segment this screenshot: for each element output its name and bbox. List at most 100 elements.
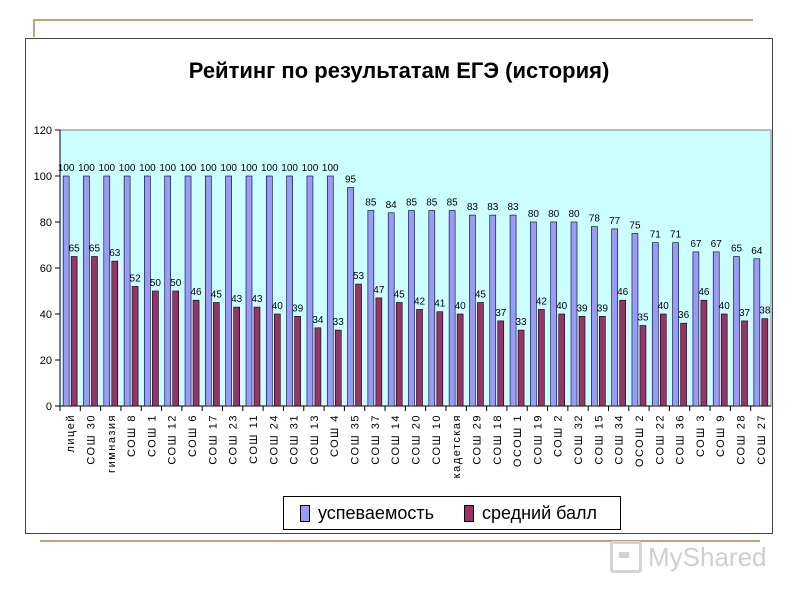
data-label-series-1: 77	[609, 216, 621, 227]
data-label-series-1: 95	[345, 175, 357, 186]
data-label-series-1: 65	[731, 244, 743, 255]
x-tick-label: СОШ 27	[756, 414, 768, 465]
y-tick-label: 20	[40, 355, 52, 367]
data-label-series-2: 38	[759, 306, 771, 317]
data-label-series-2: 65	[69, 244, 81, 255]
bar-series-1	[347, 187, 354, 407]
bar-series-1	[387, 212, 395, 407]
bar-series-2	[619, 299, 626, 407]
bar-series-2	[436, 311, 444, 407]
data-label-series-2: 40	[719, 301, 731, 312]
x-tick-label: СОШ 34	[614, 414, 626, 465]
x-tick-label: СОШ 30	[85, 414, 97, 465]
data-label-series-1: 100	[98, 163, 115, 174]
x-tick-label: СОШ 18	[492, 414, 504, 465]
legend-swatch-series-1	[300, 504, 310, 522]
bar-series-1	[672, 242, 679, 407]
x-tick-label: СОШ 23	[228, 414, 240, 465]
bar-series-2	[741, 320, 748, 407]
bar-series-1	[631, 233, 639, 407]
data-label-series-1: 100	[58, 163, 75, 174]
data-label-series-2: 39	[292, 303, 304, 314]
data-label-series-2: 34	[312, 315, 324, 326]
bar-series-1	[123, 175, 131, 407]
bar-series-1	[306, 175, 314, 407]
data-label-series-1: 71	[670, 230, 682, 241]
bar-series-1	[448, 210, 456, 407]
data-label-series-2: 43	[231, 294, 243, 305]
x-tick-label: СОШ 9	[715, 414, 727, 457]
bar-series-1	[733, 256, 740, 407]
bar-series-2	[314, 327, 322, 407]
x-tick-label: гимназия	[106, 414, 118, 473]
data-label-series-1: 100	[139, 163, 156, 174]
bar-series-2	[517, 329, 525, 407]
data-label-series-2: 40	[556, 301, 568, 312]
bar-series-2	[355, 283, 362, 407]
data-label-series-1: 80	[548, 209, 560, 220]
slide-left-rule	[33, 19, 35, 37]
y-tick-label: 100	[34, 171, 52, 183]
bar-series-1	[408, 210, 415, 407]
watermark-text: MyShared	[648, 541, 767, 572]
data-label-series-1: 100	[200, 163, 217, 174]
x-tick-label: СОШ 2	[553, 414, 565, 457]
slide-bottom-rule	[40, 540, 760, 542]
x-tick-label: СОШ 12	[167, 414, 179, 465]
data-label-series-2: 53	[353, 271, 365, 282]
bar-series-2	[416, 309, 423, 407]
data-label-series-2: 42	[414, 296, 426, 307]
data-label-series-1: 85	[365, 198, 377, 209]
legend-item-series-2: средний балл	[463, 503, 597, 524]
x-tick-label: СОШ 36	[675, 414, 687, 465]
data-label-series-1: 80	[568, 209, 580, 220]
x-tick-label: СОШ 17	[207, 414, 219, 465]
data-label-series-1: 100	[241, 163, 258, 174]
x-tick-label: СОШ 37	[370, 414, 382, 465]
data-label-series-2: 50	[170, 278, 182, 289]
data-label-series-2: 65	[89, 244, 101, 255]
bar-series-2	[70, 256, 78, 407]
data-label-series-1: 67	[690, 239, 702, 250]
bar-series-1	[286, 175, 293, 407]
data-label-series-2: 46	[190, 287, 202, 298]
legend-swatch-series-2	[463, 504, 474, 522]
bar-series-1	[428, 210, 436, 407]
bar-series-2	[599, 315, 606, 407]
bar-series-2	[395, 302, 403, 407]
bar-series-1	[205, 175, 212, 407]
x-tick-label: СОШ 10	[431, 414, 443, 465]
data-label-series-1: 100	[220, 163, 237, 174]
x-tick-label: СОШ 14	[390, 414, 402, 465]
x-tick-label: СОШ 20	[411, 414, 423, 465]
x-tick-label: СОШ 35	[350, 414, 362, 465]
bar-series-1	[651, 242, 659, 407]
y-tick-label: 60	[40, 263, 52, 275]
bar-series-1	[550, 221, 558, 407]
bar-series-2	[639, 325, 647, 407]
data-label-series-1: 84	[386, 200, 398, 211]
bar-series-1	[184, 175, 192, 407]
bar-series-1	[611, 228, 618, 407]
data-label-series-1: 100	[302, 163, 319, 174]
data-label-series-1: 100	[261, 163, 278, 174]
bar-series-2	[273, 313, 281, 407]
data-label-series-1: 78	[589, 214, 601, 225]
y-tick-label: 80	[40, 217, 52, 229]
bar-series-2	[172, 290, 180, 407]
bar-series-2	[456, 313, 464, 407]
data-label-series-2: 45	[394, 290, 406, 301]
bar-series-2	[294, 315, 301, 407]
bar-series-1	[469, 214, 476, 407]
x-tick-label: СОШ 11	[248, 414, 260, 464]
bar-series-1	[62, 175, 70, 407]
x-tick-label: кадетская	[451, 414, 463, 478]
x-tick-label: СОШ 24	[268, 414, 280, 465]
bar-series-1	[692, 251, 700, 407]
data-label-series-1: 100	[78, 163, 95, 174]
chart-legend: успеваемость средний балл	[283, 496, 621, 530]
x-tick-label: СОШ 29	[471, 414, 483, 465]
bar-series-2	[700, 299, 708, 407]
bar-series-2	[680, 322, 687, 407]
data-label-series-2: 52	[130, 273, 142, 284]
